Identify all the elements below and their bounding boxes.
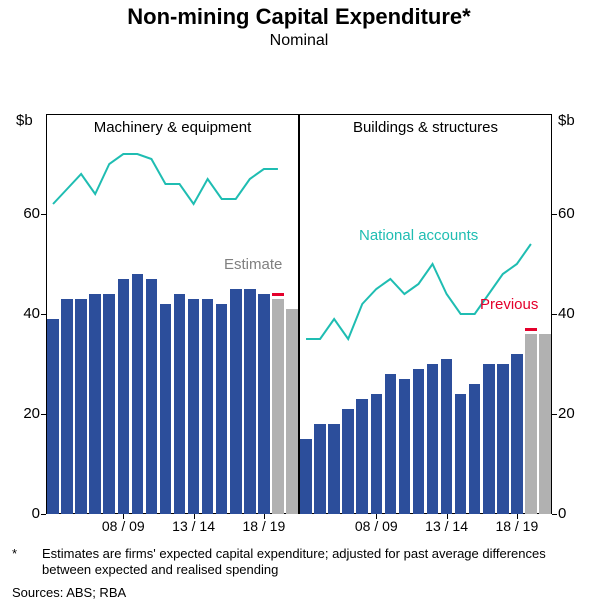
annotation-national-accounts: National accounts <box>359 227 478 244</box>
footnote: * Estimates are firms' expected capital … <box>0 540 598 579</box>
x-tick-mark <box>517 514 518 519</box>
sources: Sources: ABS; RBA <box>0 579 598 600</box>
annotation-previous: Previous <box>480 296 538 313</box>
chart-title: Non-mining Capital Expenditure* <box>0 0 598 30</box>
chart-area: $b$b00202040406060Machinery & equipment0… <box>0 54 598 540</box>
annotation-estimate: Estimate <box>224 256 282 273</box>
chart-subtitle: Nominal <box>0 30 598 54</box>
x-tick: 18 / 19 <box>495 518 538 534</box>
x-tick: 08 / 09 <box>355 518 398 534</box>
footnote-symbol: * <box>12 546 42 579</box>
x-tick-mark <box>447 514 448 519</box>
x-tick-mark <box>376 514 377 519</box>
footnote-text: Estimates are firms' expected capital ex… <box>42 546 586 579</box>
x-tick: 13 / 14 <box>425 518 468 534</box>
